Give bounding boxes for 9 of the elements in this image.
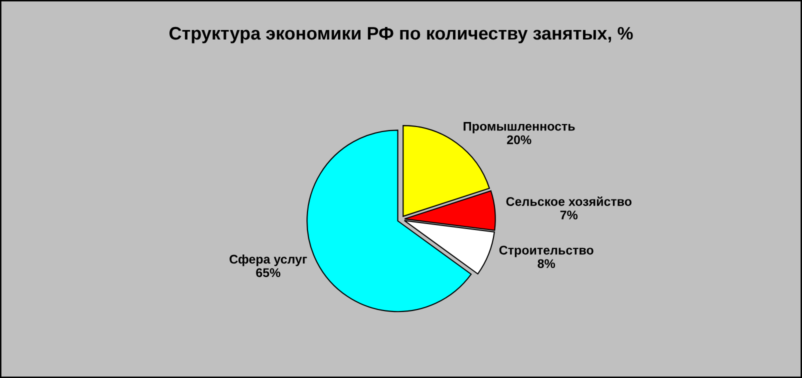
data-label: 65% xyxy=(256,268,280,278)
data-label: 8% xyxy=(538,259,556,268)
slice-label: Строительство xyxy=(499,246,594,258)
data-label: 20% xyxy=(507,135,532,144)
chart-title: Структура экономики РФ по количеству занятых, % xyxy=(169,26,633,44)
slice-label: Сфера услуг xyxy=(230,254,307,266)
slice-label: Сельское хозяйство xyxy=(506,196,632,206)
slice-label: Промышленность xyxy=(464,122,575,134)
data-label: 7% xyxy=(560,210,578,220)
